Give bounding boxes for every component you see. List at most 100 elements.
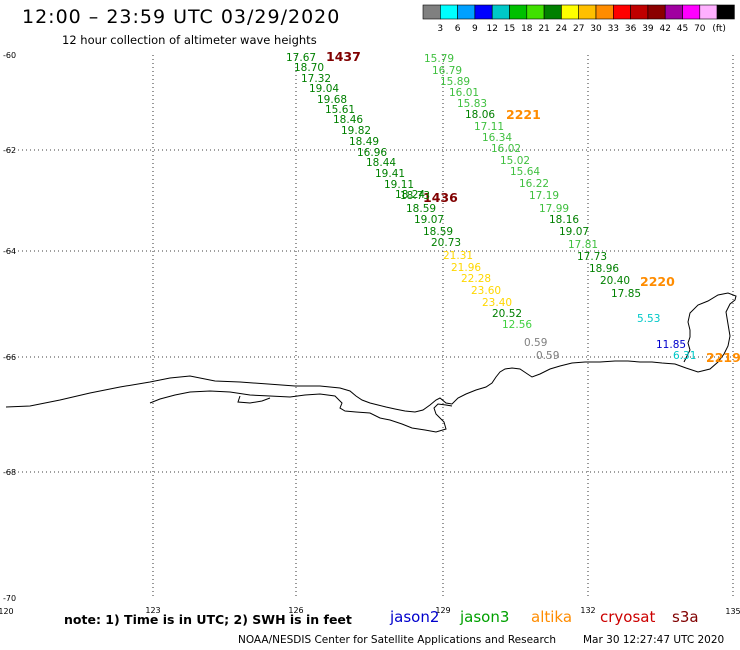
wave-height-value: 19.68 xyxy=(317,94,347,106)
scale-label: 45 xyxy=(677,24,688,34)
timestamp: Mar 30 12:27:47 UTC 2020 xyxy=(583,634,725,646)
scale-label: 15 xyxy=(504,24,515,34)
longitude-label: 132 xyxy=(580,606,595,615)
scale-label: 27 xyxy=(573,24,584,34)
wave-height-value: 17.85 xyxy=(611,288,641,300)
wave-height-value: 6.31 xyxy=(673,350,696,362)
wave-height-value: 18.73 xyxy=(400,190,430,202)
satellite-altika: altika xyxy=(531,608,573,626)
scale-label: 36 xyxy=(625,24,637,34)
color-scale-legend: 3 6 9 12 15 18 21 24 27 30 33 36 39 42 45 70 (ft) xyxy=(422,4,735,34)
wave-height-value: 15.61 xyxy=(325,104,355,116)
wave-height-value: 15.64 xyxy=(510,166,540,178)
wave-height-value: 18.16 xyxy=(549,214,579,226)
wave-height-value: 15.89 xyxy=(440,76,470,88)
wave-height-value: 17.11 xyxy=(474,121,504,133)
pass-label: 1437 xyxy=(326,49,361,64)
wave-height-value: 18.70 xyxy=(294,62,324,74)
wave-height-value: 17.19 xyxy=(529,190,559,202)
pass-label: 1436 xyxy=(423,190,458,205)
wave-height-value: 15.02 xyxy=(500,155,530,167)
wave-height-value: 18.59 xyxy=(406,203,436,215)
map-subtitle: 12 hour collection of altimeter wave hei… xyxy=(62,33,317,47)
wave-height-value: 17.67 xyxy=(286,52,316,64)
latitude-label: -68 xyxy=(3,468,16,477)
pass-label: 2220 xyxy=(640,274,675,289)
scale-label: 39 xyxy=(642,24,654,34)
scale-label: 24 xyxy=(556,24,568,34)
wave-height-value: 16.34 xyxy=(482,132,512,144)
pass-labels: 1437 1436 2221 2220 2219 xyxy=(326,49,740,365)
longitude-label: 135 xyxy=(725,607,740,616)
latitude-label: -66 xyxy=(3,353,16,362)
wave-height-value: 20.40 xyxy=(600,275,630,287)
scale-label: 12 xyxy=(486,24,497,34)
latitude-label: -70 xyxy=(3,594,16,603)
longitude-label: 123 xyxy=(145,606,160,615)
wave-height-value: 17.73 xyxy=(577,251,607,263)
footer-note: note: 1) Time is in UTC; 2) SWH is in fe… xyxy=(64,612,352,627)
wave-height-values: 17.6718.7017.3219.0419.6815.6118.4619.82… xyxy=(286,52,696,362)
latitude-label: -60 xyxy=(3,51,16,60)
satellite-jason3: jason3 xyxy=(460,608,510,626)
wave-height-value: 16.01 xyxy=(449,87,479,99)
wave-height-value: 0.59 xyxy=(536,350,559,362)
scale-label: 18 xyxy=(521,24,533,34)
wave-height-value: 11.85 xyxy=(656,339,686,351)
wave-height-value: 18.06 xyxy=(465,109,495,121)
satellite-cryosat: cryosat xyxy=(600,608,656,626)
scale-label: 9 xyxy=(472,24,478,34)
wave-height-value: 18.46 xyxy=(333,114,363,126)
wave-height-value: 19.07 xyxy=(559,226,589,238)
scale-unit: (ft) xyxy=(712,24,726,34)
latitude-label: -62 xyxy=(3,146,16,155)
longitude-label: 120 xyxy=(0,607,14,616)
wave-height-value: 19.11 xyxy=(384,179,414,191)
wave-height-value: 18.24 xyxy=(395,189,425,201)
scale-swatch xyxy=(716,4,735,20)
wave-height-value: 22.28 xyxy=(461,273,491,285)
wave-height-value: 16.02 xyxy=(491,143,521,155)
scale-label: 3 xyxy=(437,24,443,34)
wave-height-value: 17.99 xyxy=(539,203,569,215)
longitude-label: 129 xyxy=(435,606,450,615)
graticule: -60 -62 -64 -66 -68 -70 120 123 126 129 132 135 xyxy=(0,51,740,616)
wave-height-value: 16.22 xyxy=(519,178,549,190)
wave-height-value: 15.79 xyxy=(424,53,454,65)
credit-line: NOAA/NESDIS Center for Satellite Applica… xyxy=(238,634,556,646)
satellite-jason2: jason2 xyxy=(390,608,440,626)
wave-height-value: 18.96 xyxy=(589,263,619,275)
wave-height-value: 16.96 xyxy=(357,147,387,159)
wave-height-value: 17.81 xyxy=(568,239,598,251)
map-title: 12:00 – 23:59 UTC 03/29/2020 xyxy=(22,6,341,28)
latitude-label: -64 xyxy=(3,247,16,256)
wave-height-value: 19.41 xyxy=(375,168,405,180)
pass-label: 2219 xyxy=(706,350,740,365)
pass-label: 2221 xyxy=(506,107,541,122)
wave-height-value: 17.32 xyxy=(301,73,331,85)
wave-height-value: 5.53 xyxy=(637,313,660,325)
wave-height-value: 21.31 xyxy=(443,250,473,262)
wave-height-value: 18.59 xyxy=(423,226,453,238)
scale-label: 33 xyxy=(608,24,619,34)
wave-height-value: 16.79 xyxy=(432,65,462,77)
coastline xyxy=(5,292,737,413)
scale-label: 42 xyxy=(659,24,670,34)
wave-height-value: 23.40 xyxy=(482,297,512,309)
wave-height-value: 23.60 xyxy=(471,285,501,297)
longitude-label: 126 xyxy=(288,606,303,615)
scale-label: 21 xyxy=(538,24,549,34)
satellite-s3a: s3a xyxy=(672,608,699,626)
wave-height-value: 12.56 xyxy=(502,319,532,331)
wave-height-value: 0.59 xyxy=(524,337,547,349)
wave-height-value: 19.07 xyxy=(414,214,444,226)
coastline-inner xyxy=(149,390,453,433)
scale-label: 70 xyxy=(694,24,706,34)
wave-height-value: 15.83 xyxy=(457,98,487,110)
scale-label: 30 xyxy=(590,24,602,34)
wave-height-value: 18.44 xyxy=(366,157,396,169)
wave-height-value: 19.82 xyxy=(341,125,371,137)
scale-label: 6 xyxy=(455,24,461,34)
wave-height-value: 21.96 xyxy=(451,262,481,274)
